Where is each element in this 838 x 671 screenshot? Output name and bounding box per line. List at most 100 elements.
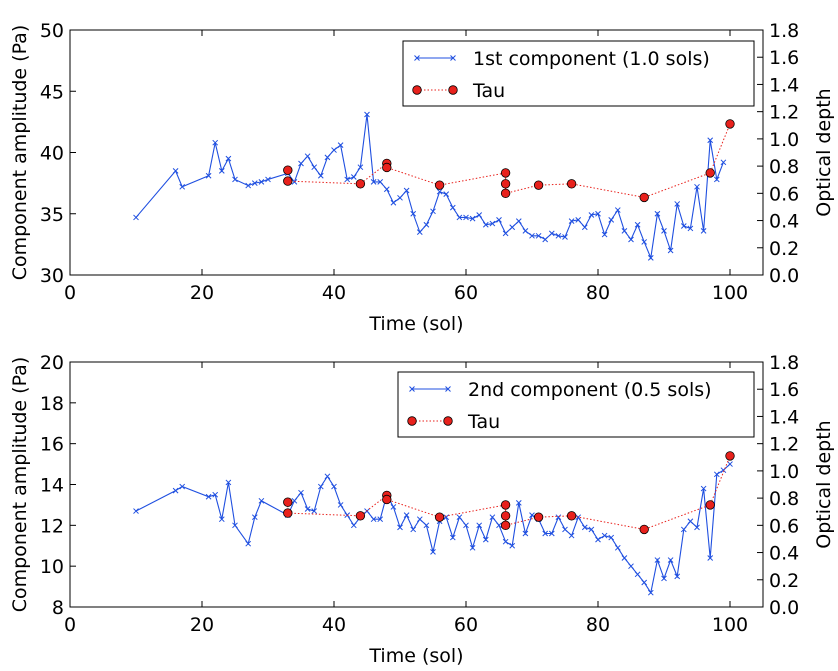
data-point xyxy=(317,172,324,179)
data-point xyxy=(720,159,727,166)
data-point xyxy=(680,526,687,533)
y2-tick-label: 1.6 xyxy=(769,379,799,401)
data-point xyxy=(377,179,384,185)
y2-tick-label: 1.2 xyxy=(769,102,799,124)
data-point xyxy=(225,479,232,486)
data-point xyxy=(304,506,311,512)
data-point xyxy=(476,212,483,218)
data-point xyxy=(291,497,298,504)
y-tick-label: 45 xyxy=(40,81,64,103)
y-tick-label: 35 xyxy=(40,204,64,226)
legend: 1st component (1.0 sols) Tau xyxy=(402,40,755,107)
data-point xyxy=(674,573,681,580)
data-point xyxy=(566,179,577,189)
data-point xyxy=(350,522,357,529)
y-tick-label: 30 xyxy=(40,265,64,287)
data-point xyxy=(500,168,511,178)
data-point xyxy=(529,232,535,239)
y-tick-label: 14 xyxy=(40,475,64,497)
data-point xyxy=(311,508,318,514)
data-point xyxy=(304,153,311,160)
legend-marker xyxy=(414,55,420,61)
data-point xyxy=(496,522,502,529)
y2-tick-label: 0.0 xyxy=(769,265,799,287)
x-tick-label: 100 xyxy=(712,614,748,636)
data-point xyxy=(337,142,344,149)
data-point xyxy=(443,514,450,521)
data-point xyxy=(568,218,575,224)
data-point xyxy=(588,212,595,218)
data-point xyxy=(628,563,634,570)
y2-tick-label: 0.0 xyxy=(769,597,799,619)
data-point xyxy=(456,214,463,221)
legend-marker xyxy=(450,55,456,61)
data-point xyxy=(595,210,601,217)
data-point xyxy=(621,228,628,234)
data-point xyxy=(205,172,212,179)
data-point xyxy=(172,168,179,174)
data-point xyxy=(707,137,714,144)
data-point xyxy=(713,176,720,183)
data-point xyxy=(694,524,700,531)
data-point xyxy=(575,514,582,521)
data-point xyxy=(502,538,509,545)
data-point xyxy=(533,512,544,522)
legend-box xyxy=(397,371,755,438)
data-point xyxy=(533,180,544,190)
data-point xyxy=(449,204,456,211)
y2-tick-label: 0.2 xyxy=(769,238,799,260)
data-point xyxy=(382,494,392,505)
data-point xyxy=(469,215,476,222)
data-point xyxy=(463,522,469,529)
y-tick-label: 16 xyxy=(40,434,64,456)
data-point xyxy=(382,162,392,173)
data-point xyxy=(283,176,293,186)
data-point xyxy=(298,489,304,496)
data-point xyxy=(251,514,258,521)
y2-tick-label: 0.2 xyxy=(769,570,799,592)
data-point xyxy=(482,536,489,543)
data-point xyxy=(476,522,483,529)
data-point xyxy=(727,461,733,467)
data-point xyxy=(283,508,293,518)
y-tick-label: 20 xyxy=(40,352,64,374)
data-point xyxy=(694,183,700,190)
data-point xyxy=(725,119,735,129)
data-point xyxy=(535,232,542,239)
data-point xyxy=(218,168,225,174)
data-point xyxy=(430,549,436,555)
data-point xyxy=(500,520,511,531)
x-tick-label: 0 xyxy=(64,614,76,636)
data-point xyxy=(674,201,681,207)
y-axis-label: Component amplitude (Pa) xyxy=(9,25,31,280)
legend: 2nd component (0.5 sols) Tau xyxy=(397,371,755,438)
data-point xyxy=(416,516,423,523)
data-point xyxy=(245,540,252,547)
data-point xyxy=(410,526,417,533)
x-axis-label: Time (sol) xyxy=(368,645,463,667)
data-point xyxy=(331,483,337,490)
series-line-1 xyxy=(135,114,724,260)
y2-tick-label: 1.6 xyxy=(769,47,799,69)
y-tick-label: 50 xyxy=(40,20,64,42)
data-point xyxy=(515,500,522,506)
data-point xyxy=(355,179,366,189)
x-tick-label: 80 xyxy=(586,614,610,636)
data-point xyxy=(225,155,232,162)
data-point xyxy=(410,210,417,217)
y2-tick-label: 0.6 xyxy=(769,183,799,205)
y2-tick-label: 1.8 xyxy=(769,20,799,42)
x-tick-label: 100 xyxy=(712,282,748,304)
data-point xyxy=(331,147,337,153)
data-point xyxy=(634,221,641,228)
chart-panel-2: 0 20 40 60 80 100 8 10 12 14 16 18 20 0.0 0.2 0.4 0.6 0.8… xyxy=(9,352,835,667)
x-tick-label: 60 xyxy=(454,282,478,304)
data-point xyxy=(601,231,608,238)
data-point xyxy=(555,514,562,521)
data-point xyxy=(608,534,615,541)
data-point xyxy=(205,493,212,500)
y2-tick-label: 1.4 xyxy=(769,74,799,96)
data-point xyxy=(337,502,344,508)
data-point xyxy=(680,223,687,229)
